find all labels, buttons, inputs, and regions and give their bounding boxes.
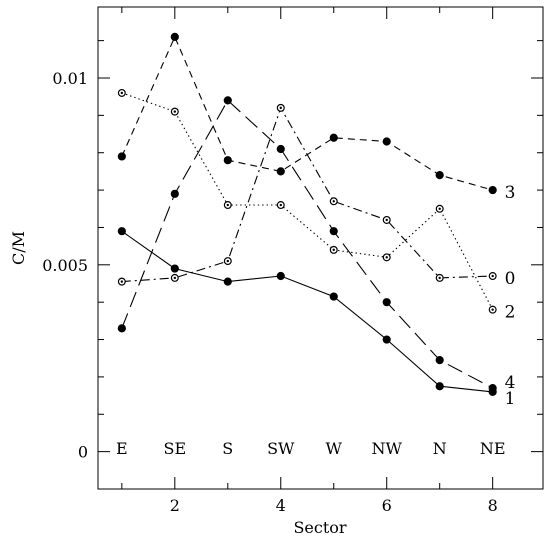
series-line bbox=[121, 230, 493, 393]
series-label: 4 bbox=[505, 373, 516, 393]
series-2 bbox=[117, 88, 497, 314]
series-1 bbox=[117, 227, 497, 396]
data-point bbox=[117, 324, 126, 333]
data-point-center bbox=[120, 280, 124, 283]
data-point bbox=[223, 277, 232, 286]
x-tick-label: 4 bbox=[276, 496, 286, 515]
data-point-center bbox=[491, 308, 494, 311]
series-0 bbox=[117, 103, 497, 286]
data-point bbox=[117, 227, 126, 236]
sector-label: SW bbox=[267, 439, 295, 458]
series-label: 0 bbox=[505, 269, 516, 289]
y-axis-label: C/M bbox=[9, 231, 28, 265]
data-point-center bbox=[226, 259, 229, 263]
axis-tick-labels: 2 4 6 8 0 0.005 0.01 bbox=[42, 69, 498, 515]
data-point bbox=[117, 152, 126, 161]
data-point-center bbox=[226, 203, 229, 207]
sector-label: E bbox=[116, 439, 128, 458]
data-point-center bbox=[491, 274, 494, 278]
series-line bbox=[121, 92, 494, 310]
data-point bbox=[329, 133, 338, 142]
sector-label: SE bbox=[163, 439, 186, 458]
x-tick-label: 2 bbox=[170, 496, 180, 515]
series-layer bbox=[117, 32, 497, 396]
data-point bbox=[170, 189, 179, 198]
sector-labels: E SE S SW W NW N NE bbox=[116, 439, 506, 458]
data-point bbox=[435, 382, 444, 391]
sector-label: S bbox=[222, 439, 233, 458]
data-point bbox=[329, 227, 338, 236]
series-4 bbox=[117, 96, 497, 393]
data-point bbox=[382, 335, 391, 344]
data-point bbox=[382, 137, 391, 146]
data-point bbox=[329, 292, 338, 301]
data-point-center bbox=[332, 248, 335, 252]
series-line bbox=[121, 106, 493, 283]
data-point bbox=[488, 185, 497, 195]
axis-ticks bbox=[98, 7, 543, 489]
x-axis-label: Sector bbox=[293, 518, 346, 537]
data-point bbox=[170, 264, 179, 273]
sector-label: NW bbox=[371, 439, 402, 458]
data-point bbox=[382, 298, 391, 307]
data-point bbox=[170, 32, 179, 41]
data-point bbox=[223, 156, 232, 165]
data-point-center bbox=[279, 203, 282, 207]
series-label: 2 bbox=[505, 303, 516, 323]
sector-label: W bbox=[326, 439, 343, 458]
sector-label: N bbox=[433, 439, 447, 458]
y-tick-label: 0.005 bbox=[42, 256, 88, 275]
data-point-center bbox=[438, 207, 441, 210]
data-point-center bbox=[120, 91, 124, 95]
data-point bbox=[276, 144, 285, 154]
sector-label: NE bbox=[480, 439, 506, 458]
series-label: 3 bbox=[505, 183, 516, 203]
data-point bbox=[276, 271, 285, 281]
data-point-center bbox=[173, 110, 177, 113]
data-point-center bbox=[385, 218, 388, 222]
series-line bbox=[121, 99, 493, 389]
y-tick-label: 0 bbox=[78, 443, 88, 462]
plot-frame bbox=[97, 6, 544, 490]
data-point-center bbox=[173, 276, 177, 280]
data-point bbox=[435, 355, 444, 365]
data-point bbox=[276, 167, 285, 176]
data-point bbox=[223, 96, 232, 105]
data-point bbox=[435, 171, 444, 180]
data-point-center bbox=[279, 106, 282, 110]
y-tick-label: 0.01 bbox=[52, 69, 88, 88]
data-point-center bbox=[385, 256, 388, 259]
data-point bbox=[488, 384, 497, 393]
x-tick-label: 6 bbox=[382, 496, 392, 515]
x-tick-label: 8 bbox=[488, 496, 498, 515]
series-labels: 14 3 0 2 bbox=[505, 183, 516, 409]
data-point-center bbox=[438, 276, 441, 280]
series-label: 1 bbox=[505, 389, 516, 409]
data-point-center bbox=[332, 200, 335, 203]
